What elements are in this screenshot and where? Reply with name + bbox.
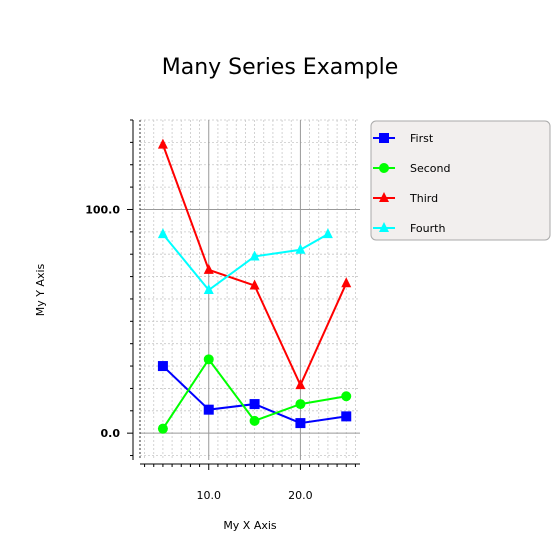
data-point: [203, 354, 214, 365]
y-axis-label: My Y Axis: [34, 263, 47, 316]
x-axis-label: My X Axis: [223, 519, 277, 532]
series-second: [157, 354, 352, 434]
data-point: [157, 138, 168, 149]
legend-item-second: Second: [373, 162, 450, 175]
data-point: [379, 222, 389, 232]
data-point: [379, 133, 389, 143]
data-point: [379, 163, 389, 173]
series-third: [157, 138, 352, 390]
series-first: [157, 361, 352, 429]
data-point: [341, 391, 352, 402]
data-point: [341, 411, 352, 422]
data-point: [249, 415, 260, 426]
y-tick-label: 100.0: [85, 203, 120, 216]
y-tick-label: 0.0: [101, 427, 121, 440]
legend-item-first: First: [373, 132, 434, 145]
data-point: [157, 423, 168, 434]
series-fourth: [157, 228, 333, 294]
legend-label: First: [410, 132, 434, 145]
data-point: [379, 192, 389, 202]
legend-label: Fourth: [410, 222, 445, 235]
data-point: [203, 284, 214, 294]
data-point: [295, 399, 306, 410]
data-point: [203, 404, 214, 415]
x-tick-label: 10.0: [197, 489, 222, 502]
legend-label: Second: [410, 162, 450, 175]
legend-label: Third: [409, 192, 438, 205]
x-tick-label: 20.0: [288, 489, 313, 502]
data-point: [295, 379, 306, 390]
data-point: [249, 279, 260, 290]
data-point: [341, 277, 352, 288]
data-point: [295, 243, 306, 254]
data-point: [157, 361, 168, 372]
legend-item-fourth: Fourth: [373, 222, 445, 235]
legend-box: [370, 120, 551, 241]
axes: 10.0 20.0 0.0 100.0: [85, 119, 360, 502]
data-point: [322, 228, 333, 239]
series-group: [157, 138, 352, 434]
chart-title: Many Series Example: [162, 55, 399, 80]
data-point: [203, 263, 214, 274]
data-point: [249, 399, 260, 410]
data-point: [295, 418, 306, 429]
legend-item-third: Third: [373, 192, 438, 205]
legend: First Second Third Fourth: [370, 120, 551, 241]
data-point: [157, 228, 168, 239]
data-point: [249, 250, 260, 261]
